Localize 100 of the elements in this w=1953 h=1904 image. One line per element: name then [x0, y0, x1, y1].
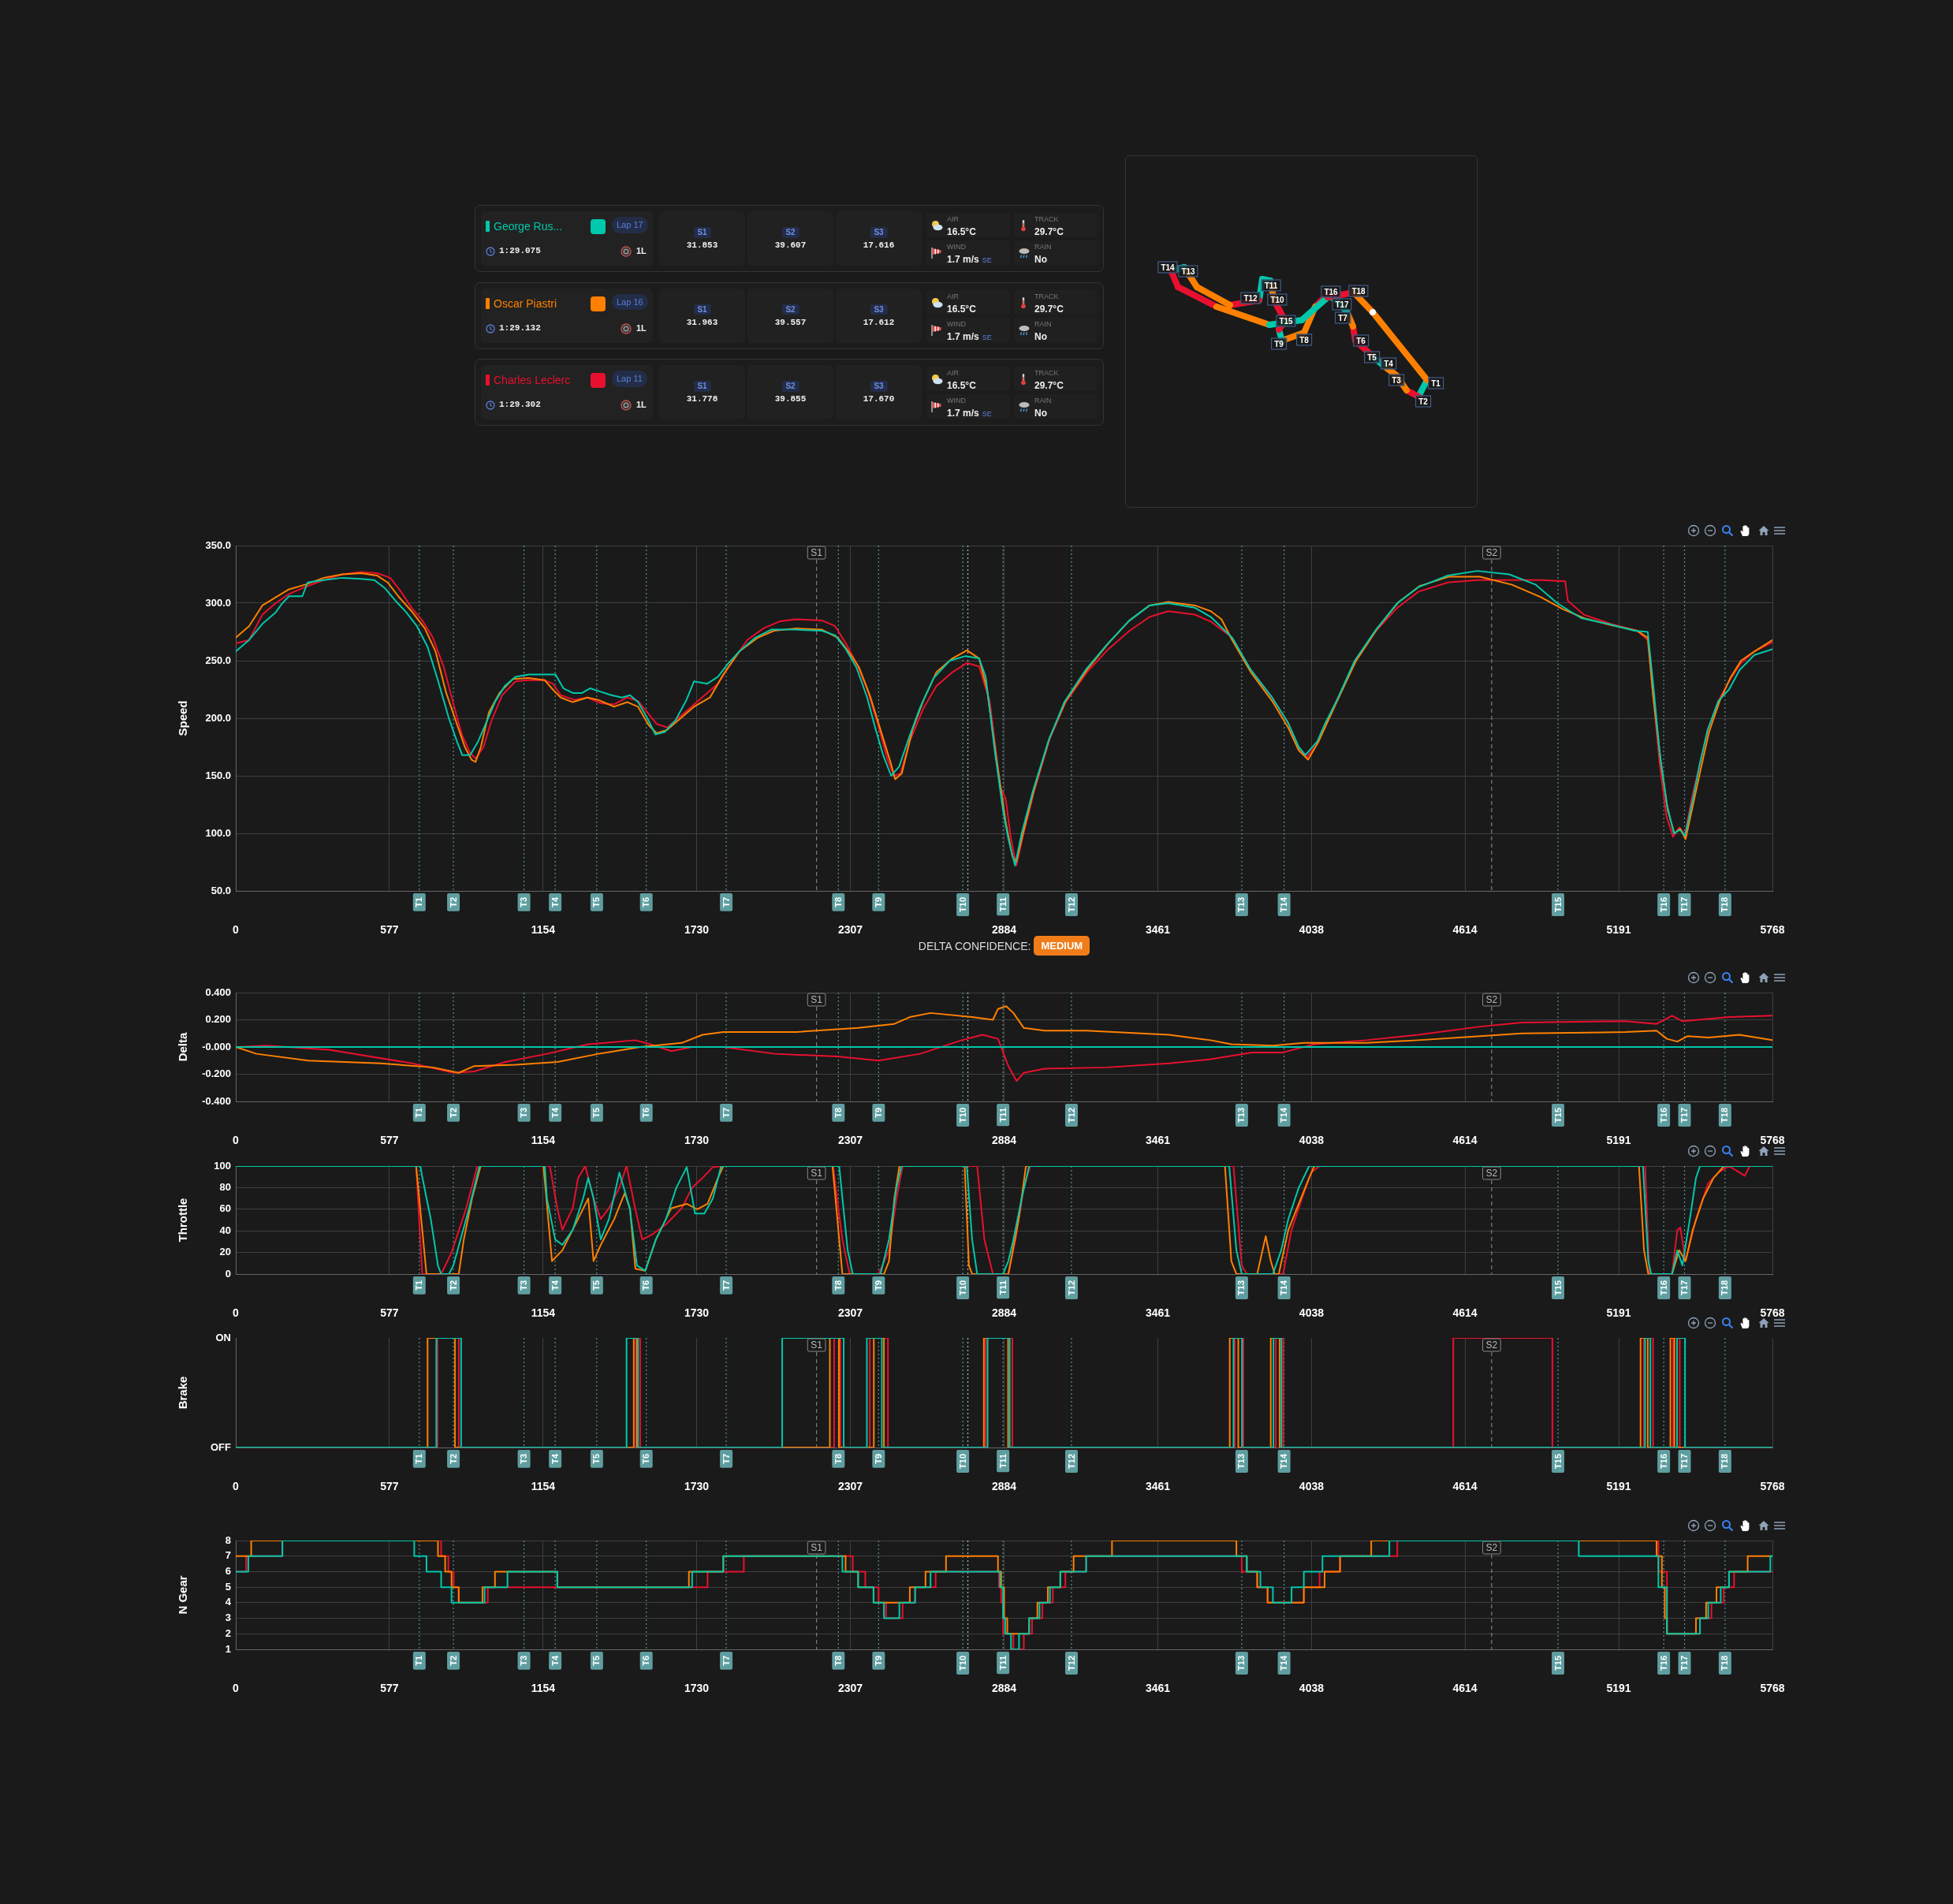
x-tick-label: 2884: [991, 1480, 1017, 1493]
ref-line-label: S1: [811, 993, 823, 1005]
ref-line-label: T18: [1720, 1655, 1730, 1671]
y-tick-label: 0.200: [205, 1013, 231, 1026]
ref-line-label: T6: [641, 1108, 651, 1118]
ref-line-label: T3: [519, 1656, 529, 1666]
ref-line-label: T14: [1279, 1107, 1289, 1123]
text: S3: [870, 227, 888, 238]
text: 16.5°C: [947, 380, 976, 391]
ref-line-label: S2: [1485, 546, 1498, 558]
text: T2: [1415, 395, 1431, 408]
ref-line-label: T5: [591, 1108, 602, 1118]
text: 1L: [636, 400, 647, 410]
text: 1.7 m/s: [947, 254, 979, 265]
text: Lap 11: [612, 371, 647, 387]
x-tick-label: 2884: [991, 1682, 1017, 1695]
x-tick-label: 1154: [531, 1682, 556, 1695]
y-tick-label: -0.400: [202, 1094, 231, 1107]
ref-line-label: T7: [721, 897, 731, 907]
ref-line-label: T18: [1720, 1107, 1730, 1123]
ref-line-label: T13: [1236, 1107, 1247, 1123]
ref-line-label: T5: [591, 1280, 602, 1291]
ref-line-label: T7: [721, 1454, 731, 1464]
x-tick-label: 2307: [837, 1480, 863, 1493]
text: 16.5°C: [947, 303, 976, 315]
ref-line-label: T15: [1552, 1280, 1563, 1295]
ref-line-label: T3: [519, 897, 529, 907]
text: T6: [1353, 334, 1369, 347]
x-tick-label: 4038: [1299, 1134, 1325, 1147]
y-axis-title: Brake: [176, 1376, 190, 1410]
text: RAIN: [1034, 319, 1052, 328]
ref-line-label: T2: [448, 1454, 458, 1464]
y-tick-label: 100.0: [205, 826, 231, 839]
x-tick-label: 1154: [531, 1134, 556, 1147]
x-tick-label: 5768: [1760, 1480, 1785, 1493]
ref-line-label: S1: [811, 546, 823, 558]
ref-line-label: T13: [1236, 896, 1247, 912]
x-tick-label: 2307: [837, 1306, 863, 1320]
ref-line-label: T13: [1236, 1655, 1247, 1671]
text: 1:29.302: [499, 400, 541, 410]
x-tick-label: 5768: [1760, 1306, 1785, 1320]
ref-line-label: T12: [1066, 1453, 1076, 1469]
text: T7: [1335, 311, 1351, 324]
text: AIR: [947, 369, 960, 378]
text: SE: [982, 333, 992, 341]
text: T11: [1261, 279, 1281, 292]
text: T5: [1364, 351, 1380, 363]
ref-line-label: T17: [1679, 1453, 1690, 1469]
ref-line-label: S2: [1485, 1339, 1498, 1351]
ref-line-label: T5: [591, 1454, 602, 1464]
ref-line-label: T7: [721, 1656, 731, 1666]
x-tick-label: 3461: [1145, 1306, 1171, 1320]
ref-line-label: T10: [957, 896, 967, 912]
x-tick-label: 1154: [531, 1306, 556, 1320]
text: T3: [1388, 374, 1404, 386]
text: T18: [1348, 285, 1369, 297]
text: 17.616: [863, 240, 895, 251]
x-tick-label: 5191: [1606, 1682, 1631, 1695]
text: George Rus...: [494, 220, 563, 233]
y-tick-label: -0.200: [202, 1068, 231, 1080]
ref-line-label: T14: [1279, 1655, 1289, 1671]
text: RAIN: [1034, 397, 1052, 405]
x-tick-label: 4038: [1299, 1682, 1325, 1695]
text: S1: [693, 381, 711, 392]
x-tick-label: 4614: [1452, 1480, 1478, 1493]
text: T17: [1332, 298, 1352, 311]
y-tick-label: 0.400: [205, 986, 231, 998]
text: T9: [1271, 337, 1287, 350]
x-tick-label: 4038: [1299, 923, 1325, 937]
text: SE: [982, 256, 992, 264]
x-tick-label: 2307: [837, 923, 863, 937]
ref-line-label: T14: [1279, 1453, 1289, 1469]
x-tick-label: 5768: [1760, 1134, 1785, 1147]
ref-line-label: T4: [550, 1107, 560, 1118]
x-tick-label: 4614: [1452, 1682, 1478, 1695]
text: WIND: [947, 243, 966, 252]
text: S1: [693, 227, 711, 238]
text: 1.7 m/s: [947, 330, 979, 342]
text: No: [1034, 408, 1047, 419]
y-tick-label: 250.0: [205, 654, 231, 666]
text: 1L: [636, 246, 647, 256]
y-tick-label: 60: [219, 1202, 231, 1215]
ref-line-label: T13: [1236, 1453, 1247, 1469]
y-tick-label: -0.000: [202, 1040, 231, 1053]
x-tick-label: 4614: [1452, 1306, 1478, 1320]
ref-line-label: T6: [641, 897, 651, 907]
text: T1: [1428, 377, 1444, 389]
text: S2: [781, 304, 799, 315]
ref-line-label: T7: [721, 1280, 731, 1291]
ref-line-label: T12: [1066, 896, 1076, 912]
ref-line-label: T1: [414, 897, 424, 907]
y-axis-title: Delta: [176, 1032, 190, 1062]
x-tick-label: 3461: [1145, 1480, 1171, 1493]
x-tick-label: 1730: [684, 1682, 710, 1695]
ref-line-label: T16: [1658, 1655, 1668, 1671]
x-tick-label: 577: [380, 923, 399, 937]
x-tick-label: 2884: [991, 923, 1017, 937]
text: ON: [215, 1331, 231, 1343]
ref-line-label: T4: [550, 1453, 560, 1464]
text: 29.7°C: [1034, 226, 1064, 237]
